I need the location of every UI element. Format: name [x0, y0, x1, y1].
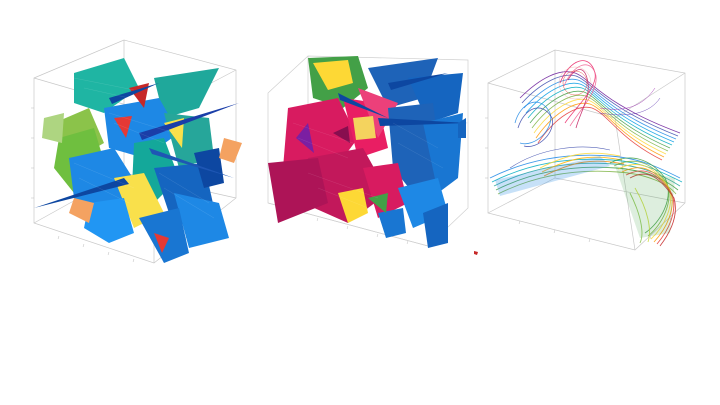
- pink-blue-surfaces-render: [267, 55, 469, 248]
- mesh-overlay: [292, 122, 444, 209]
- surface-planes: [42, 58, 242, 263]
- polygon-planes-render: [31, 39, 242, 264]
- streamline-fill-sheet: [495, 156, 675, 238]
- render-panel-1: [14, 28, 246, 272]
- thin-blue-blades: [34, 83, 239, 208]
- thin-blue-blades: [338, 73, 468, 138]
- render-panel-2: [248, 28, 480, 272]
- render-panel-3: [480, 28, 712, 272]
- bounding-box: [487, 49, 686, 251]
- stray-marker: [473, 241, 479, 255]
- lower-streamline-sheet: [489, 146, 683, 247]
- surface-patches: [268, 56, 463, 248]
- upper-streamline-bundle: [514, 60, 681, 161]
- streamline-render: [485, 49, 686, 251]
- mesh-overlay: [73, 77, 215, 219]
